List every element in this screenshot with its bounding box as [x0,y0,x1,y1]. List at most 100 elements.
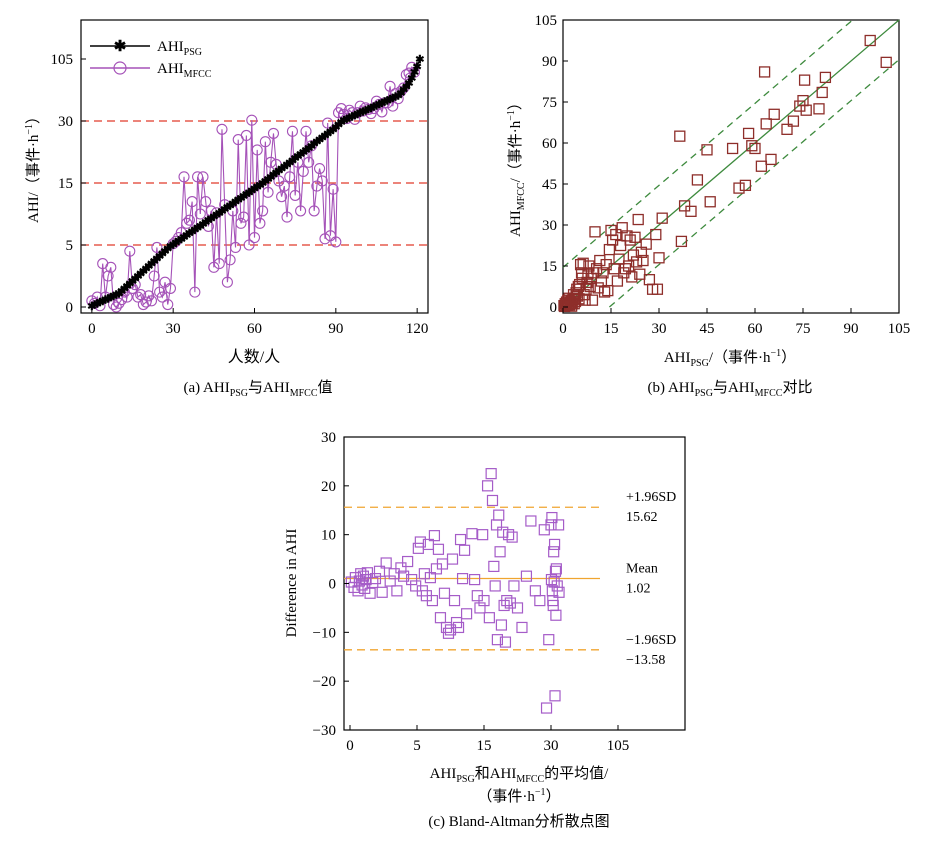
data-point-psg: ✱ [204,215,213,227]
y-axis-label-c: Difference in AHI [284,529,300,638]
data-point-psg: ✱ [347,111,356,123]
data-point-psg: ✱ [198,219,207,231]
data-point [621,230,633,242]
data-point-psg: ✱ [174,236,183,248]
data-point-psg: ✱ [266,172,275,184]
data-point [864,34,876,47]
data-point-psg: ✱ [334,119,343,131]
data-point-psg: ✱ [377,98,386,110]
data-point-mfcc [107,298,120,311]
x-tick-label: 45 [700,321,715,337]
data-point-mfcc [308,205,320,217]
data-point-mfcc [330,236,342,248]
data-point-psg: ✱ [413,61,422,73]
y-tick-label: 45 [542,177,557,193]
data-point-psg: ✱ [402,81,411,93]
data-point [511,602,524,614]
data-point-psg: ✱ [345,113,354,125]
data-point-psg: ✱ [244,187,253,199]
data-point-mfcc [297,165,309,177]
data-point-mfcc [303,156,315,168]
data-point [552,519,565,531]
data-point-psg: ✱ [139,266,148,278]
data-point [550,563,562,575]
data-point-psg: ✱ [128,276,137,288]
data-point-mfcc [281,211,293,223]
data-point [481,480,494,492]
data-point [589,226,601,238]
data-point-mfcc [295,205,307,217]
data-point-mfcc [183,214,195,226]
panel-c: 0 5 15 30 105 30 20 10 0 −10 −20 −30 +1.96SD 15.62 M… [284,430,686,830]
data-point [369,573,382,585]
data-point-psg: ✱ [112,290,121,302]
data-point-mfcc [224,254,236,266]
data-point-mfcc [110,301,122,313]
data-point [418,568,430,580]
data-point [572,280,585,293]
data-point-psg: ✱ [152,254,161,266]
data-point [580,283,592,295]
data-point [520,570,533,582]
y-tick-label: 0 [66,300,74,316]
data-point-mfcc [243,239,255,251]
data-point-psg: ✱ [361,105,370,117]
data-point-mfcc [197,171,209,183]
data-point-mfcc [229,241,242,254]
data-point [691,174,704,186]
data-point-psg: ✱ [318,133,327,145]
y-tick-label: −20 [313,674,336,690]
data-point [432,543,445,555]
y-tick-label: 75 [542,95,557,111]
data-point-psg: ✱ [323,128,332,140]
data-point [726,142,739,155]
data-point [749,142,761,155]
data-point [502,529,515,541]
legend-mfcc-label: AHIMFCC [157,61,212,80]
data-point [550,609,562,621]
data-point-psg: ✱ [274,166,283,178]
data-point-psg: ✱ [225,200,234,212]
reference-label: −1.96SD [626,633,676,648]
x-tick-label: 120 [406,321,429,337]
data-point [595,275,608,287]
data-point [746,140,758,152]
data-point-mfcc [135,289,147,301]
x-tick-label: 30 [544,738,559,754]
data-point-psg: ✱ [166,241,175,253]
data-point-mfcc [227,205,239,217]
data-point-psg: ✱ [182,230,191,242]
data-point-psg: ✱ [280,161,289,173]
data-point-psg: ✱ [131,273,140,285]
data-point-psg: ✱ [87,301,96,313]
data-point [613,253,625,265]
data-point-psg: ✱ [329,124,338,136]
y-tick-label: 20 [321,479,336,495]
data-point [454,533,467,546]
data-point-mfcc [162,298,174,311]
data-point-psg: ✱ [304,143,313,155]
data-point-psg: ✱ [125,278,134,290]
data-point [574,258,587,271]
data-point [650,228,662,241]
x-tick-label: 90 [844,321,859,337]
data-point [768,108,780,120]
data-point [588,267,600,279]
data-point-psg: ✱ [201,217,210,229]
data-point [434,612,447,624]
data-point-psg: ✱ [133,271,142,283]
caption-b: (b) AHIPSG与AHIMFCC对比 [648,379,813,399]
data-point-mfcc [186,196,198,208]
data-point-psg: ✱ [193,223,202,235]
reference-label: +1.96SD [626,490,676,505]
data-point-mfcc [316,175,328,187]
data-point-psg: ✱ [261,176,270,188]
reference-value: −13.58 [626,653,665,668]
plot-frame-a [80,19,429,314]
data-point [456,573,469,585]
data-point [493,509,505,521]
data-point [586,294,599,306]
data-point-mfcc [300,125,312,137]
data-point-psg: ✱ [277,164,286,176]
data-point [622,260,635,272]
